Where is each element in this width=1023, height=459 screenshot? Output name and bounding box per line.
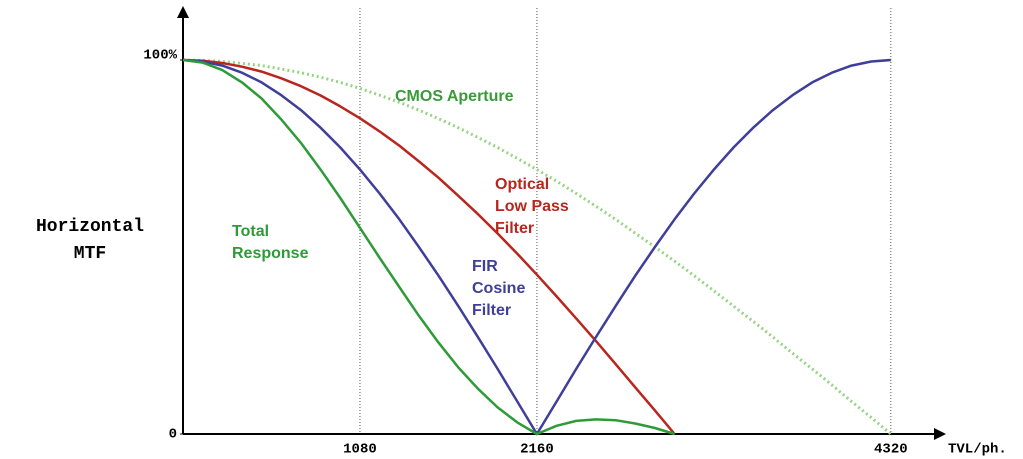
y-tick-label: 100% bbox=[143, 48, 177, 64]
series-label: Total Response bbox=[232, 223, 309, 262]
x-tick-label: 2160 bbox=[520, 442, 554, 458]
series-line bbox=[182, 58, 675, 436]
series-label: CMOS Aperture bbox=[395, 88, 514, 105]
x-axis-label: TVL/ph. bbox=[948, 442, 1007, 458]
series-line bbox=[182, 58, 676, 435]
x-axis-arrow bbox=[934, 428, 946, 440]
y-axis-label: Horizontal MTF bbox=[35, 217, 145, 264]
y-tick-label: 0 bbox=[169, 427, 177, 443]
x-tick-label: 4320 bbox=[874, 442, 908, 458]
series-label: Optical Low Pass Filter bbox=[495, 176, 569, 237]
x-tick-label: 1080 bbox=[343, 442, 377, 458]
y-axis-arrow bbox=[177, 6, 189, 18]
series-label: FIR Cosine Filter bbox=[472, 258, 526, 319]
